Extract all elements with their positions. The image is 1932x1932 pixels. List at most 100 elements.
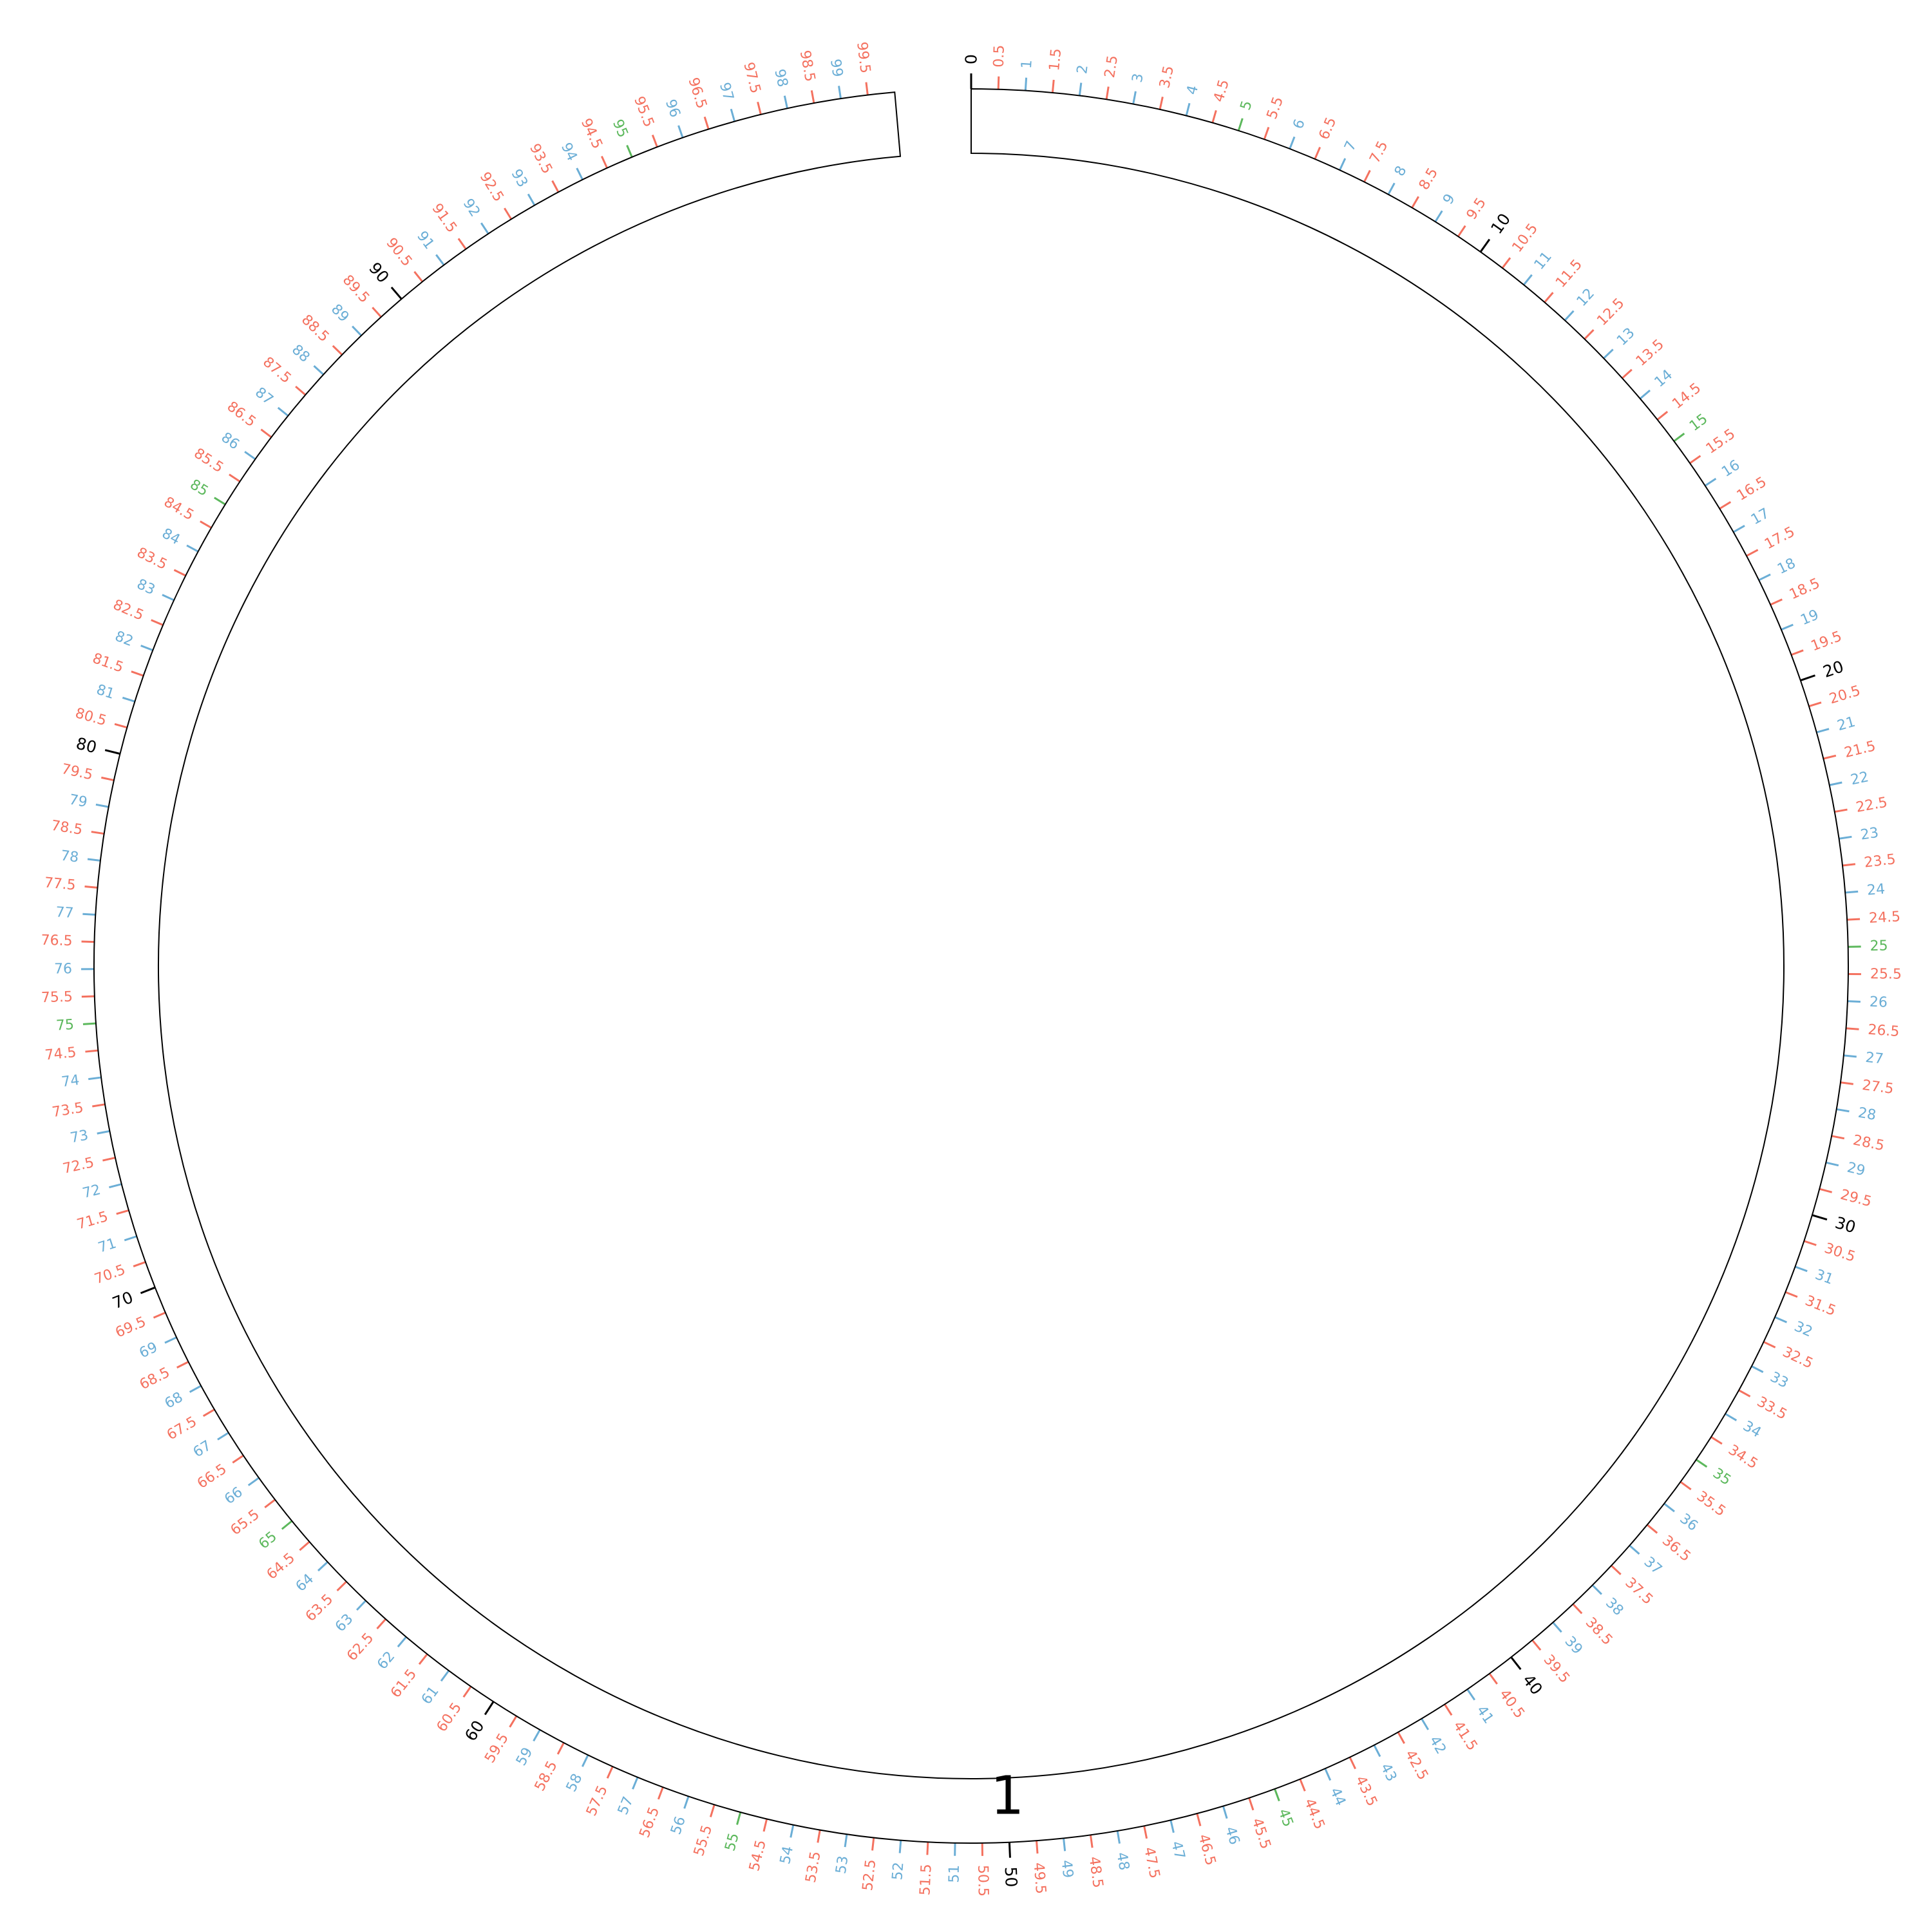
tick-mark-unit xyxy=(1758,573,1771,582)
tick-mark-unit xyxy=(244,451,256,460)
tick-mark-half xyxy=(1349,1756,1356,1770)
tick-label: 66 xyxy=(222,1484,245,1508)
tick-mark-unit xyxy=(97,1130,110,1135)
tick-label: 10.5 xyxy=(1510,221,1542,256)
tick-mark-half xyxy=(703,116,710,129)
tick-mark-unit xyxy=(1387,182,1396,195)
tick-label: 58 xyxy=(564,1771,586,1794)
tick-mark-unit xyxy=(87,858,101,862)
tick-label: 44 xyxy=(1327,1785,1349,1808)
tick-label: 18 xyxy=(1775,555,1798,578)
tick-mark-unit xyxy=(1289,136,1296,149)
tick-mark-half xyxy=(657,1786,664,1800)
tick-mark-half xyxy=(1457,225,1466,238)
tick-mark-half xyxy=(200,520,212,529)
tick-mark-half xyxy=(1159,97,1164,110)
tick-label: 31 xyxy=(1813,1267,1835,1288)
tick-label: 64.5 xyxy=(264,1550,298,1583)
track-band[interactable] xyxy=(93,88,1849,1844)
tick-label: 7 xyxy=(1341,138,1360,153)
tick-label: 67.5 xyxy=(164,1414,200,1443)
tick-label: 32 xyxy=(1792,1318,1815,1340)
tick-label: 91.5 xyxy=(428,201,460,236)
tick-mark-unit xyxy=(790,1824,795,1838)
tick-label: 13.5 xyxy=(1633,336,1667,369)
tick-label: 65 xyxy=(256,1529,280,1553)
tick-label: 81 xyxy=(95,682,117,703)
tick-label: 61 xyxy=(419,1683,442,1707)
tick-mark-half xyxy=(116,1209,129,1215)
tick-mark-unit xyxy=(88,1076,102,1081)
tick-mark-half xyxy=(413,270,424,283)
tick-label: 37.5 xyxy=(1622,1575,1656,1608)
tick-label: 24 xyxy=(1866,881,1886,898)
tick-label: 61.5 xyxy=(388,1666,420,1701)
tick-mark-unit xyxy=(1629,1544,1640,1555)
tick-label: 17.5 xyxy=(1762,524,1797,553)
tick-label: 73 xyxy=(69,1128,90,1147)
tick-mark-unit xyxy=(140,645,153,652)
tick-label: 75.5 xyxy=(41,989,73,1007)
tick-label: 99.5 xyxy=(853,41,873,75)
tick-label: 95.5 xyxy=(630,94,657,129)
tick-label: 2 xyxy=(1074,64,1092,75)
tick-label: 73.5 xyxy=(51,1100,84,1121)
tick-label: 46.5 xyxy=(1195,1833,1218,1868)
tick-label: 87.5 xyxy=(260,354,294,387)
tick-mark-half xyxy=(509,1715,518,1728)
tick-label: 74.5 xyxy=(44,1045,77,1064)
tick-label: 35.5 xyxy=(1694,1488,1728,1520)
tick-mark-unit xyxy=(730,108,736,122)
tick-label: 68 xyxy=(162,1389,186,1412)
tick-mark-half xyxy=(336,1580,347,1592)
tick-label: 14.5 xyxy=(1669,380,1704,412)
tick-label: 35 xyxy=(1710,1465,1734,1488)
tick-label: 1.5 xyxy=(1046,48,1065,71)
tick-mark-half xyxy=(85,1049,99,1053)
tick-mark-major xyxy=(1800,674,1815,681)
tick-mark-half xyxy=(1846,1027,1859,1030)
tick-label: 44.5 xyxy=(1301,1796,1328,1832)
tick-label: 40 xyxy=(1519,1671,1546,1698)
tick-mark-medium xyxy=(1673,432,1685,442)
tick-mark-half xyxy=(418,1653,428,1665)
tick-label: 38.5 xyxy=(1582,1615,1616,1649)
tick-mark-half xyxy=(153,1311,166,1319)
tick-mark-unit xyxy=(1063,1838,1066,1852)
tick-label: 59 xyxy=(513,1745,536,1768)
tick-mark-half xyxy=(1719,501,1732,510)
tick-label: 62 xyxy=(374,1649,398,1673)
tick-label: 94.5 xyxy=(578,116,605,151)
tick-label: 63 xyxy=(332,1611,356,1635)
tick-mark-unit xyxy=(1704,478,1717,487)
tick-label: 91 xyxy=(413,228,437,252)
tick-label: 23.5 xyxy=(1863,851,1897,871)
tick-mark-unit xyxy=(677,125,684,138)
tick-mark-half xyxy=(1689,455,1701,464)
tick-label: 5.5 xyxy=(1264,95,1287,121)
tick-label: 5 xyxy=(1238,99,1256,112)
tick-mark-half xyxy=(264,1499,276,1509)
tick-mark-unit xyxy=(1732,525,1745,533)
tick-label: 97 xyxy=(716,80,737,102)
tick-mark-half xyxy=(173,569,186,577)
tick-mark-half xyxy=(295,386,307,396)
tick-mark-unit xyxy=(533,1729,541,1742)
tick-mark-medium xyxy=(1274,1788,1280,1802)
tick-mark-unit xyxy=(1339,158,1347,171)
tick-label: 98.5 xyxy=(797,49,818,83)
tick-label: 53.5 xyxy=(803,1850,824,1884)
tick-label: 77 xyxy=(55,904,74,922)
tick-label: 11 xyxy=(1531,249,1555,272)
tick-label: 41 xyxy=(1473,1703,1496,1727)
tick-mark-half xyxy=(997,76,1000,90)
tick-mark-unit xyxy=(109,1183,122,1189)
tick-label: 38 xyxy=(1602,1595,1626,1619)
tick-mark-unit xyxy=(1794,1265,1808,1273)
tick-label: 20.5 xyxy=(1828,683,1862,707)
tick-mark-half xyxy=(1572,1603,1583,1615)
tick-mark-medium xyxy=(1237,118,1244,131)
tick-label: 32.5 xyxy=(1780,1344,1815,1372)
tick-label: 51 xyxy=(946,1865,963,1883)
tick-label: 68.5 xyxy=(137,1365,173,1393)
